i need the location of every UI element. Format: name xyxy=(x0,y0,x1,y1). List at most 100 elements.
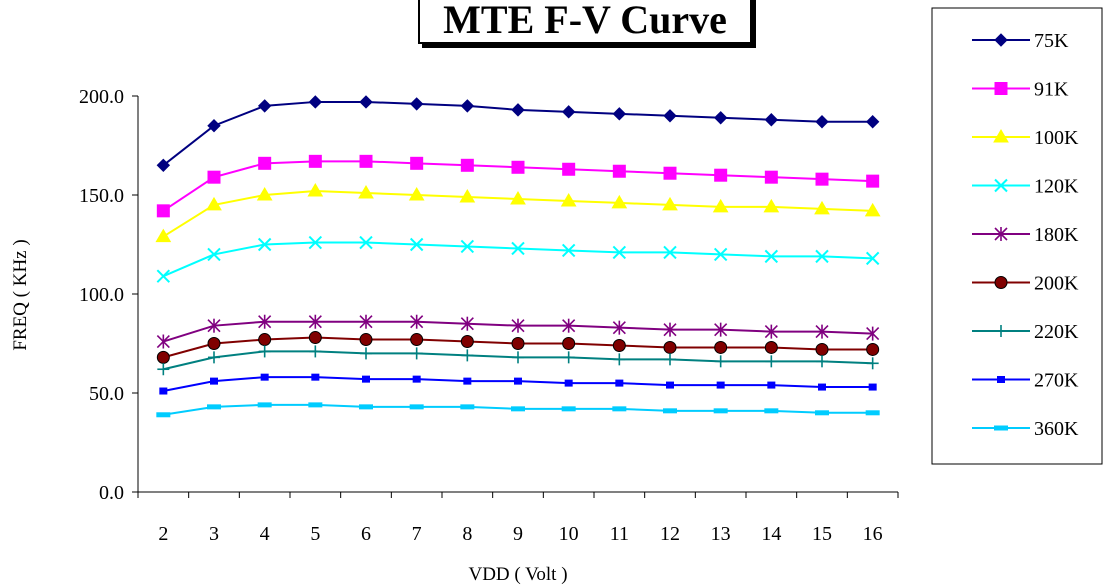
data-point-270k xyxy=(868,383,877,391)
data-point-200k xyxy=(308,331,322,345)
data-point-360k xyxy=(460,404,475,410)
data-point-270k xyxy=(159,387,168,395)
data-point-120k xyxy=(156,269,171,283)
x-tick-label: 9 xyxy=(513,523,523,545)
data-point-220k xyxy=(562,351,575,364)
data-point-120k xyxy=(612,245,627,260)
data-point-200k xyxy=(866,342,880,356)
y-tick-label: 200.0 xyxy=(79,86,124,108)
data-point-120k xyxy=(511,241,525,256)
data-point-120k xyxy=(815,249,829,264)
data-point-100k xyxy=(256,187,273,201)
data-point-91k xyxy=(156,204,170,218)
data-point-180k xyxy=(714,322,728,337)
data-point-360k xyxy=(511,406,525,412)
x-tick-label: 11 xyxy=(610,523,629,545)
legend-item-180k: 180K xyxy=(972,224,1079,246)
data-point-75k xyxy=(663,109,677,123)
data-point-220k xyxy=(461,349,474,362)
data-point-91k xyxy=(460,158,474,172)
data-point-120k xyxy=(561,243,576,258)
data-point-180k xyxy=(612,320,626,335)
data-point-75k xyxy=(511,103,525,117)
data-point-100k xyxy=(560,192,577,207)
data-point-91k xyxy=(562,162,576,176)
data-point-100k xyxy=(662,196,678,211)
data-point-180k xyxy=(359,314,373,329)
data-point-91k xyxy=(866,174,880,188)
data-point-270k xyxy=(514,377,522,385)
data-point-100k xyxy=(155,228,172,243)
data-point-100k xyxy=(864,202,881,217)
data-point-220k xyxy=(664,353,676,366)
legend-item-91k: 91K xyxy=(972,79,1069,101)
x-tick-label: 4 xyxy=(260,523,270,545)
x-tick-label: 2 xyxy=(158,523,168,545)
data-point-200k xyxy=(460,335,474,349)
data-point-91k xyxy=(815,172,829,186)
data-point-75k xyxy=(865,115,880,129)
legend: 75K 91K 100K 120K 180K 200K 220K 270K 360K xyxy=(931,7,1103,465)
data-point-91k xyxy=(258,156,272,170)
data-point-270k xyxy=(260,373,269,381)
legend-label-120k: 120K xyxy=(1034,176,1079,198)
data-point-360k xyxy=(713,408,728,414)
series-75k xyxy=(156,95,880,173)
legend-label-270k: 270K xyxy=(1034,370,1079,392)
data-point-91k xyxy=(359,154,373,168)
x-tick-label: 6 xyxy=(361,523,371,545)
data-point-120k xyxy=(308,235,323,250)
data-point-360k xyxy=(764,408,779,414)
legend-label-100k: 100K xyxy=(1034,127,1079,149)
legend-item-220k: 220K xyxy=(972,321,1079,343)
data-point-200k xyxy=(207,337,221,350)
legend-label-360k: 360K xyxy=(1034,418,1079,440)
legend-box xyxy=(931,7,1103,465)
data-point-360k xyxy=(612,406,627,412)
legend-marker xyxy=(994,425,1008,431)
data-point-180k xyxy=(207,318,221,333)
legend-marker xyxy=(993,129,1009,143)
data-point-91k xyxy=(207,170,221,184)
data-point-120k xyxy=(207,247,221,262)
legend-marker xyxy=(995,325,1007,337)
x-tick-label: 13 xyxy=(711,523,731,545)
data-point-200k xyxy=(562,337,576,350)
legend-marker xyxy=(994,276,1008,289)
data-point-120k xyxy=(460,239,475,254)
legend-marker xyxy=(994,178,1008,193)
data-point-200k xyxy=(156,350,170,364)
x-tick-label: 14 xyxy=(761,523,781,545)
legend-item-200k: 200K xyxy=(972,273,1079,295)
chart-title: MTE F-V Curve xyxy=(418,0,752,44)
series-180k xyxy=(156,314,880,349)
series-200k xyxy=(156,331,880,364)
data-point-91k xyxy=(308,154,322,168)
data-point-220k xyxy=(360,347,372,360)
legend-marker xyxy=(994,227,1008,241)
series-91k xyxy=(156,154,880,218)
data-point-120k xyxy=(257,237,272,252)
data-point-220k xyxy=(714,355,727,368)
data-point-360k xyxy=(308,402,323,408)
data-point-180k xyxy=(308,314,322,329)
data-point-360k xyxy=(409,404,424,410)
legend-marker xyxy=(994,82,1008,95)
data-point-200k xyxy=(258,333,272,347)
data-point-91k xyxy=(410,156,424,170)
data-point-100k xyxy=(814,200,830,215)
series-220k xyxy=(157,345,879,376)
series-360k xyxy=(156,402,880,418)
data-point-100k xyxy=(408,187,425,201)
data-point-200k xyxy=(714,340,728,354)
data-point-75k xyxy=(308,95,323,109)
data-point-270k xyxy=(615,379,624,387)
data-point-75k xyxy=(460,99,475,113)
data-point-220k xyxy=(258,345,271,358)
data-point-360k xyxy=(359,404,373,410)
data-point-120k xyxy=(409,237,424,252)
data-point-180k xyxy=(156,334,170,349)
data-point-200k xyxy=(359,333,373,347)
legend-marker xyxy=(994,33,1008,47)
data-point-91k xyxy=(764,170,778,184)
